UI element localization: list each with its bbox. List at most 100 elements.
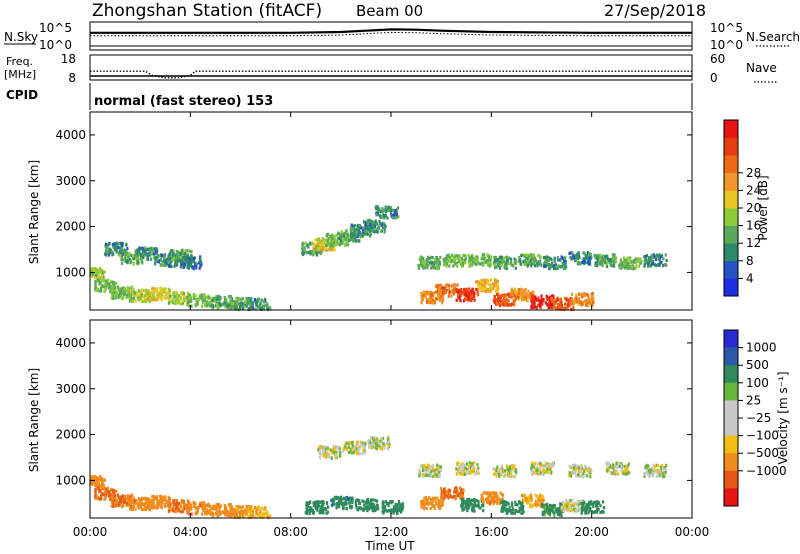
heatmap-cell (320, 505, 323, 509)
heatmap-cell (181, 299, 184, 303)
heatmap-cell (204, 295, 207, 300)
heatmap-cell (371, 502, 374, 506)
heatmap-cell (450, 294, 453, 298)
heatmap-cell (480, 497, 483, 501)
heatmap-cell (188, 293, 191, 297)
heatmap-cell (146, 497, 150, 501)
heatmap-cell (259, 307, 262, 311)
heatmap-cell (558, 306, 561, 310)
heatmap-cell (199, 503, 202, 508)
heatmap-cell (510, 295, 513, 299)
heatmap-cell (358, 499, 361, 503)
heatmap-cell (457, 259, 460, 264)
heatmap-cell (249, 302, 252, 307)
heatmap-cell (579, 300, 582, 305)
heatmap-cell (525, 496, 528, 500)
heatmap-cell (488, 491, 491, 495)
heatmap-cell (166, 503, 169, 507)
heatmap-cell (586, 251, 589, 255)
heatmap-cell (534, 305, 537, 309)
heatmap-cell (453, 286, 456, 291)
heatmap-cell (564, 296, 567, 300)
heatmap-cell (110, 488, 113, 492)
heatmap-cell (539, 502, 542, 506)
heatmap-cell (429, 261, 432, 265)
heatmap-cell (645, 466, 648, 470)
heatmap-cell (315, 504, 318, 508)
heatmap-cell (651, 262, 654, 266)
heatmap-cell (149, 506, 152, 511)
heatmap-cell (660, 468, 663, 472)
heatmap-cell (254, 307, 257, 311)
heatmap-cell (234, 306, 237, 310)
heatmap-cell (314, 238, 317, 242)
heatmap-cell (391, 508, 394, 512)
heatmap-cell (191, 259, 194, 263)
heatmap-cell (524, 293, 527, 297)
heatmap-cell (163, 503, 166, 507)
heatmap-cell (474, 261, 477, 266)
heatmap-cell (235, 510, 238, 515)
heatmap-cell (462, 501, 465, 505)
heatmap-cell (229, 305, 232, 309)
heatmap-cell (477, 466, 480, 470)
heatmap-cell (264, 303, 267, 307)
heatmap-cell (500, 466, 504, 470)
heatmap-cell (489, 258, 492, 262)
heatmap-cell (455, 472, 459, 476)
heatmap-cell (159, 263, 162, 267)
heatmap-cell (447, 492, 451, 497)
heatmap-cell (325, 233, 329, 237)
heatmap-cell (115, 281, 118, 285)
heatmap-cell (125, 289, 128, 293)
heatmap-cell (431, 496, 434, 500)
heatmap-cell (445, 283, 449, 287)
heatmap-cell (585, 256, 588, 260)
heatmap-cell (260, 298, 263, 302)
heatmap-cell (655, 264, 658, 268)
heatmap-cell (263, 512, 266, 517)
heatmap-cell (517, 290, 520, 294)
heatmap-cell (494, 300, 497, 304)
heatmap-cell (107, 486, 110, 490)
heatmap-cell (322, 453, 325, 457)
heatmap-cell (350, 451, 353, 455)
heatmap-cell (442, 487, 446, 492)
heatmap-cell (525, 498, 528, 502)
heatmap-cell (440, 495, 444, 499)
heatmap-cell (510, 474, 513, 478)
heatmap-cell (327, 248, 330, 252)
heatmap-cell (444, 493, 447, 497)
heatmap-cell (319, 511, 322, 515)
heatmap-cell (476, 279, 479, 284)
heatmap-cell (181, 509, 185, 513)
heatmap-cell (494, 491, 497, 495)
heatmap-cell (230, 297, 234, 301)
heatmap-cell (169, 294, 172, 298)
heatmap-cell (301, 251, 304, 255)
heatmap-cell (318, 456, 322, 460)
heatmap-cell (259, 301, 262, 305)
heatmap-cell (94, 280, 97, 284)
heatmap-cell (241, 514, 245, 518)
heatmap-cell (438, 470, 441, 474)
heatmap-cell (663, 466, 666, 470)
heatmap-cell (470, 257, 473, 261)
heatmap-cell (621, 470, 624, 475)
heatmap-cell (374, 223, 377, 227)
heatmap-cell (509, 509, 512, 513)
heatmap-cell (472, 260, 475, 264)
heatmap-cell (420, 503, 423, 507)
heatmap-cell (576, 252, 579, 257)
heatmap-cell (429, 506, 432, 510)
heatmap-cell (391, 500, 394, 504)
heatmap-cell (141, 503, 144, 507)
heatmap-cell (249, 306, 252, 310)
heatmap-cell (136, 503, 139, 507)
heatmap-cell (135, 254, 138, 258)
heatmap-cell (512, 295, 515, 299)
heatmap-cell (612, 463, 615, 467)
heatmap-cell (392, 511, 395, 515)
heatmap-cell (345, 442, 348, 446)
heatmap-cell (161, 501, 164, 505)
